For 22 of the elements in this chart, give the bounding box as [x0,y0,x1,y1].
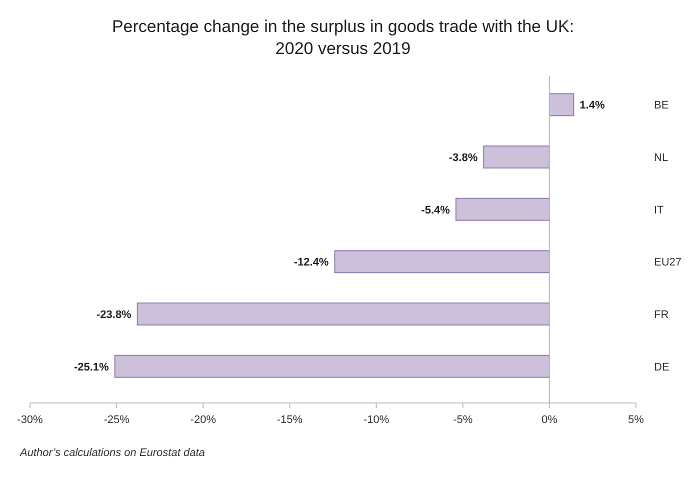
y-tick-label: DE [654,361,670,374]
y-tick-label: FR [654,308,669,321]
chart-title: Percentage change in the surplus in goods trade with the UK: 2020 versus 2019 [112,17,574,58]
x-tick-label: -25% [104,414,130,426]
x-tick-label: -5% [453,414,473,426]
text: Author’s calculations on Eurostat data [19,447,205,459]
x-tick-label: -10% [363,414,390,426]
data-label: -25.1% [74,361,110,374]
x-tick-label: 5% [628,414,644,426]
data-label: -12.4% [294,256,329,269]
y-tick-label: IT [654,204,664,216]
y-tick-label: EU27 [654,256,682,269]
y-tick-label: BE [654,100,669,112]
x-tick-label: 0% [541,414,558,426]
y-tick-label: NL [654,152,668,164]
data-label: 1.4% [580,100,605,112]
data-label: -3.8% [448,152,478,164]
x-tick-label: -20% [190,414,216,426]
data-label: -23.8% [96,308,132,321]
data-label: -5.4% [421,204,450,216]
x-tick-label: -15% [276,414,303,426]
x-tick-label: -30% [17,414,44,426]
